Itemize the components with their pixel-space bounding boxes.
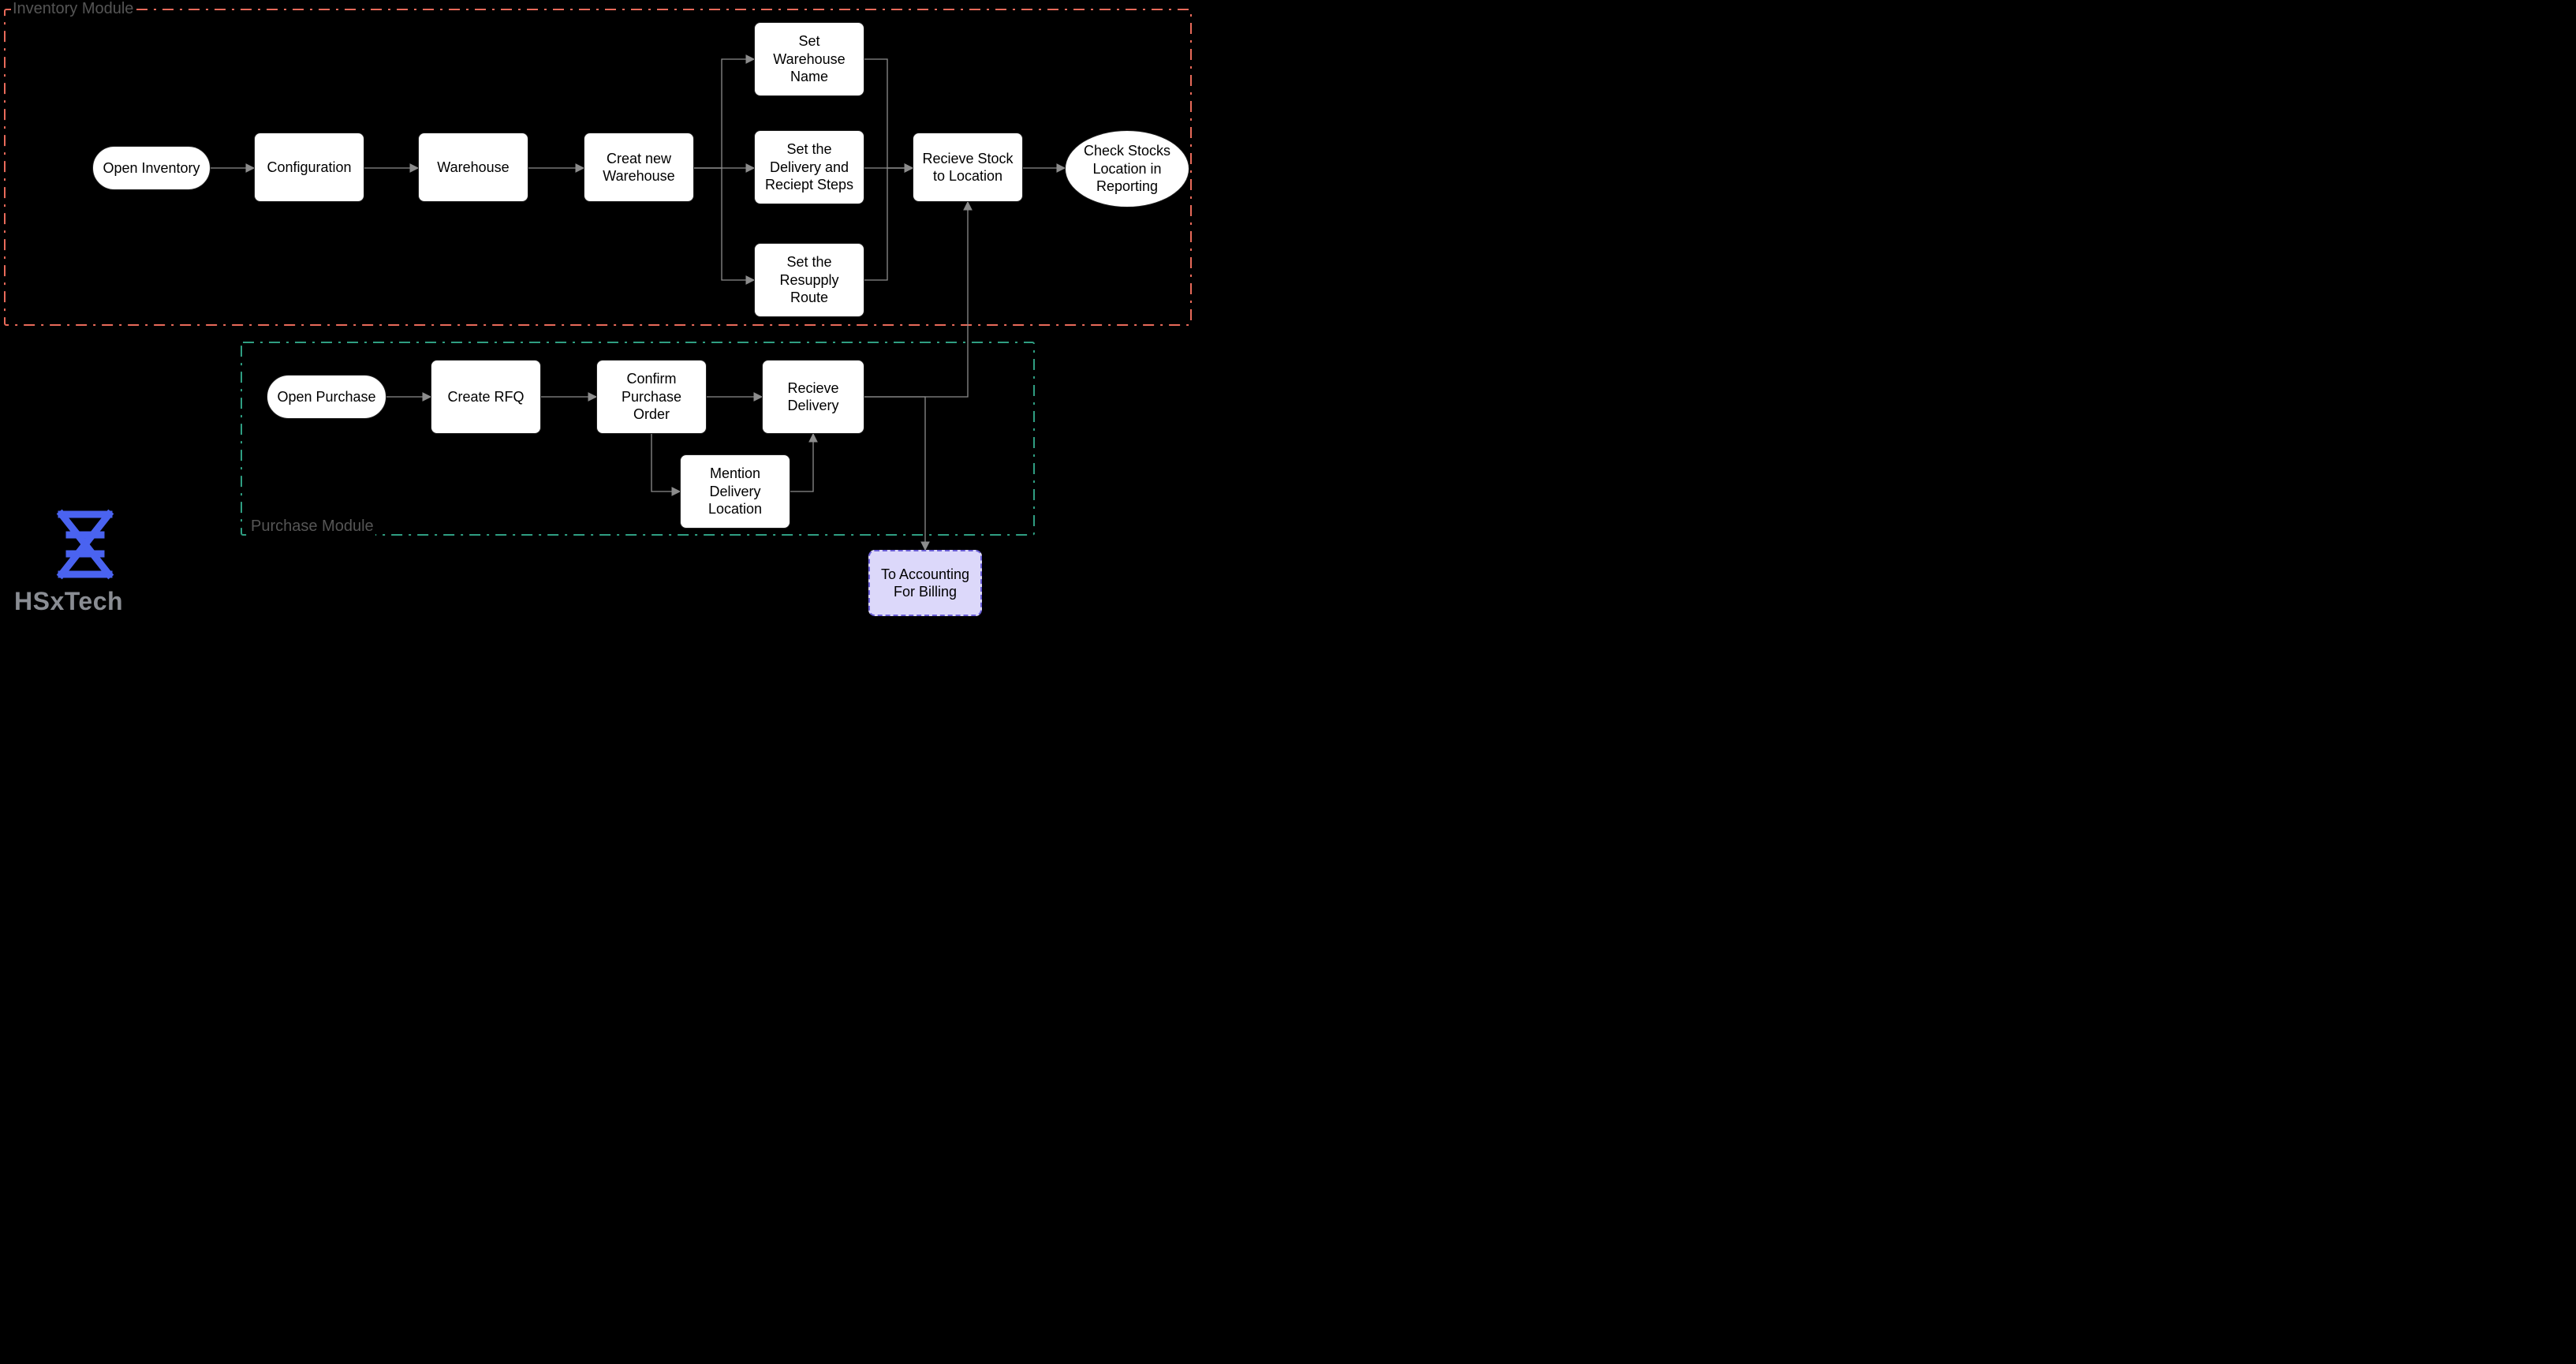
node-recv_stock: Recieve Stock to Location (913, 133, 1023, 202)
edge-set_wh_name-recv_stock (864, 59, 913, 168)
node-set_steps: Set the Delivery and Reciept Steps (754, 130, 864, 204)
brand-logo-icon (46, 505, 125, 588)
module-outlines (0, 0, 1198, 635)
node-confirm_po: Confirm Purchase Order (596, 360, 707, 434)
node-recv_delivery: Recieve Delivery (762, 360, 864, 434)
flow-edges (0, 0, 1198, 635)
node-open_purchase: Open Purchase (267, 375, 386, 419)
edge-confirm_po-mention_loc (651, 434, 680, 491)
module-label-inventory_module: Inventory Module (11, 0, 135, 18)
node-to_accounting: To Accounting For Billing (868, 550, 982, 616)
edge-recv_delivery-recv_stock_up (864, 202, 968, 397)
edge-create_wh-set_resupply (694, 168, 754, 280)
node-set_wh_name: Set Warehouse Name (754, 22, 864, 96)
diagram-canvas: Open Inventory Configuration Warehouse Crea… (0, 0, 1198, 635)
node-mention_loc: Mention Delivery Location (680, 454, 790, 529)
edge-set_resupply-recv_stock (864, 168, 913, 280)
node-open_inventory: Open Inventory (92, 146, 211, 190)
module-label-purchase_module: Purchase Module (249, 518, 375, 536)
node-check_stocks: Check Stocks Location in Reporting (1065, 130, 1189, 207)
edge-mention_loc-recv_delivery (790, 434, 813, 491)
node-configuration: Configuration (254, 133, 364, 202)
edge-recv_delivery-to_accounting (864, 397, 925, 550)
node-create_rfq: Create RFQ (431, 360, 541, 434)
node-warehouse: Warehouse (418, 133, 528, 202)
brand-text: HSxTech (14, 587, 123, 616)
node-create_wh: Creat new Warehouse (584, 133, 694, 202)
node-set_resupply: Set the Resupply Route (754, 243, 864, 317)
edge-create_wh-set_wh_name (694, 59, 754, 168)
